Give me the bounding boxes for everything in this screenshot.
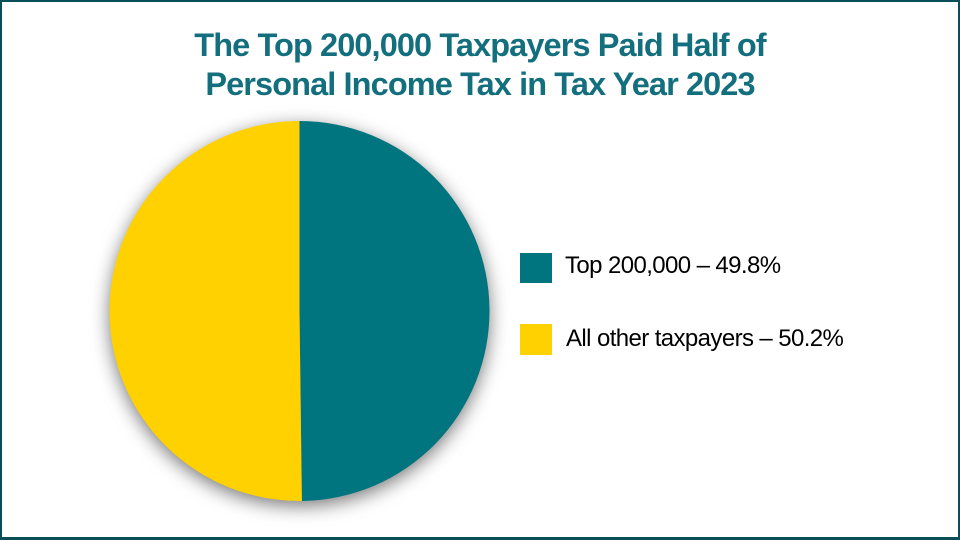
legend-swatch-top-200000 — [520, 253, 552, 283]
pie-chart-svg — [109, 121, 490, 501]
legend-label-all-other-taxpayers: All other taxpayers – 50.2% — [566, 325, 844, 352]
chart-title-line-2: Personal Income Tax in Tax Year 2023 — [205, 65, 755, 102]
chart-title: The Top 200,000 Taxpayers Paid Half of P… — [2, 26, 958, 103]
pie-chart — [89, 101, 510, 521]
legend-label-top-200000: Top 200,000 – 49.8% — [565, 252, 781, 279]
pie-slice-2 — [109, 121, 302, 501]
pie-slice-1 — [299, 121, 490, 501]
legend-swatch-all-other-taxpayers — [520, 324, 552, 355]
chart-title-line-1: The Top 200,000 Taxpayers Paid Half of — [194, 27, 766, 63]
